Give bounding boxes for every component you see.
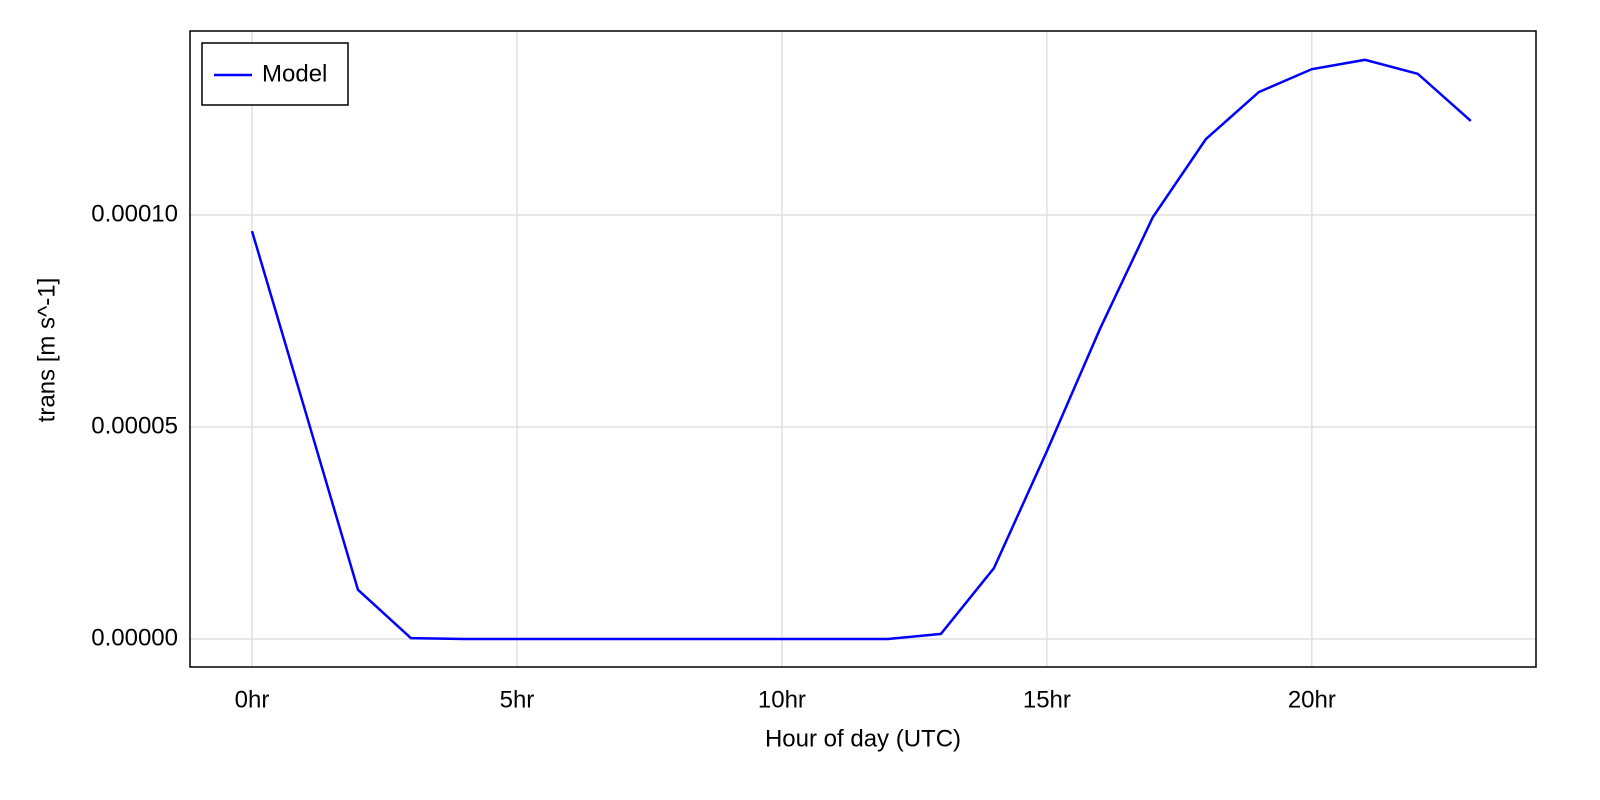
x-tick-label: 5hr bbox=[500, 686, 535, 713]
legend-label: Model bbox=[262, 60, 327, 87]
x-tick-label: 20hr bbox=[1288, 686, 1336, 713]
y-axis-label: trans [m s^-1] bbox=[33, 278, 60, 423]
legend: Model bbox=[201, 42, 349, 106]
x-axis-label: Hour of day (UTC) bbox=[765, 725, 961, 752]
y-tick-label: 0.00000 bbox=[91, 624, 178, 651]
x-tick-label: 10hr bbox=[758, 686, 806, 713]
data-line bbox=[250, 58, 1472, 641]
x-tick-label: 15hr bbox=[1023, 686, 1071, 713]
plot-frame bbox=[189, 30, 1537, 668]
x-tick-label: 0hr bbox=[235, 686, 270, 713]
y-tick-label: 0.00005 bbox=[91, 412, 178, 439]
y-tick-label: 0.00010 bbox=[91, 200, 178, 227]
